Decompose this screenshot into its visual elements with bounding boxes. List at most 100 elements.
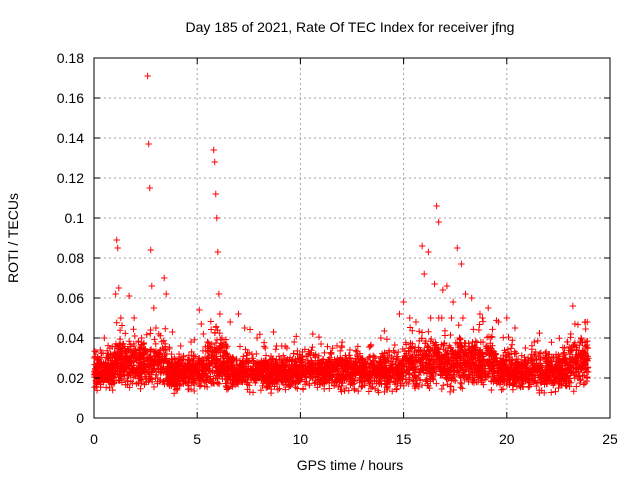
baseline-point	[493, 380, 500, 387]
y-tick-label: 0.08	[57, 250, 84, 266]
baseline-point	[418, 329, 426, 336]
baseline-point	[439, 372, 446, 379]
data-point	[338, 342, 345, 350]
baseline-point	[423, 376, 431, 383]
baseline-point	[469, 338, 476, 346]
baseline-point	[222, 342, 230, 350]
baseline-point	[420, 364, 427, 371]
baseline-point	[282, 386, 289, 393]
data-point	[241, 324, 248, 332]
baseline-point	[227, 354, 234, 361]
baseline-point	[319, 356, 327, 363]
baseline-point	[202, 343, 209, 351]
baseline-point	[447, 383, 455, 390]
baseline-point	[252, 379, 259, 387]
baseline-point	[389, 355, 397, 362]
baseline-point	[431, 346, 438, 354]
baseline-point	[215, 346, 222, 353]
baseline-point	[366, 377, 374, 384]
baseline-point	[523, 367, 530, 374]
baseline-point	[480, 381, 487, 388]
baseline-point	[295, 366, 303, 374]
baseline-point	[536, 350, 543, 357]
data-point	[145, 140, 152, 148]
data-point	[458, 260, 465, 268]
baseline-point	[275, 353, 283, 360]
baseline-point	[455, 321, 462, 329]
baseline-point	[418, 335, 426, 342]
baseline-point	[103, 347, 111, 355]
baseline-point	[176, 382, 183, 389]
baseline-point	[362, 367, 370, 375]
baseline-point	[377, 354, 385, 362]
baseline-point	[386, 379, 394, 386]
baseline-point	[563, 338, 571, 346]
baseline-point	[350, 360, 357, 367]
baseline-point	[314, 384, 321, 391]
baseline-point	[560, 350, 567, 357]
baseline-point	[582, 349, 589, 357]
baseline-point	[575, 351, 582, 358]
baseline-point	[166, 376, 173, 384]
data-point	[462, 290, 469, 298]
baseline-point	[134, 379, 142, 387]
baseline-point	[512, 369, 520, 377]
data-points	[90, 72, 592, 397]
baseline-point	[572, 364, 580, 371]
baseline-point	[506, 357, 513, 365]
baseline-point	[308, 347, 315, 354]
baseline-point	[190, 377, 198, 385]
baseline-point	[229, 380, 237, 388]
baseline-point	[284, 357, 292, 364]
baseline-point	[470, 326, 477, 333]
baseline-point	[425, 328, 432, 335]
baseline-point	[118, 344, 126, 351]
baseline-point	[468, 349, 476, 357]
y-tick-label: 0	[76, 410, 84, 426]
baseline-point	[580, 381, 587, 388]
baseline-point	[208, 380, 215, 387]
baseline-point	[93, 387, 101, 394]
baseline-point	[265, 382, 272, 390]
baseline-point	[395, 363, 403, 370]
baseline-point	[583, 341, 591, 349]
baseline-point	[550, 379, 557, 387]
baseline-point	[489, 367, 496, 374]
x-tick-label: 20	[499, 431, 515, 447]
baseline-point	[557, 381, 565, 389]
baseline-point	[141, 349, 148, 357]
data-point	[109, 354, 116, 362]
baseline-point	[95, 361, 103, 368]
x-tick-label: 0	[90, 431, 98, 447]
baseline-point	[115, 374, 123, 381]
baseline-point	[256, 362, 263, 369]
baseline-point	[453, 357, 461, 364]
data-point	[212, 190, 219, 198]
baseline-point	[222, 336, 230, 343]
baseline-point	[190, 387, 198, 395]
baseline-point	[91, 371, 98, 378]
data-point	[542, 354, 550, 362]
baseline-point	[161, 355, 169, 362]
baseline-point	[566, 350, 574, 358]
baseline-point	[326, 385, 333, 392]
baseline-point	[482, 370, 489, 377]
baseline-point	[507, 345, 515, 352]
baseline-point	[171, 383, 178, 390]
data-point	[476, 310, 484, 318]
baseline-point	[446, 342, 453, 349]
data-point	[385, 348, 393, 356]
data-point	[115, 284, 122, 292]
baseline-point	[143, 331, 150, 338]
baseline-point	[409, 327, 416, 334]
baseline-point	[293, 333, 300, 340]
baseline-point	[399, 345, 407, 353]
baseline-point	[511, 369, 518, 376]
baseline-point	[475, 326, 483, 334]
y-axis-label: ROTI / TECUs	[5, 193, 21, 283]
data-point	[112, 290, 119, 298]
baseline-point	[454, 352, 462, 360]
baseline-point	[561, 367, 569, 374]
baseline-point	[152, 340, 159, 348]
